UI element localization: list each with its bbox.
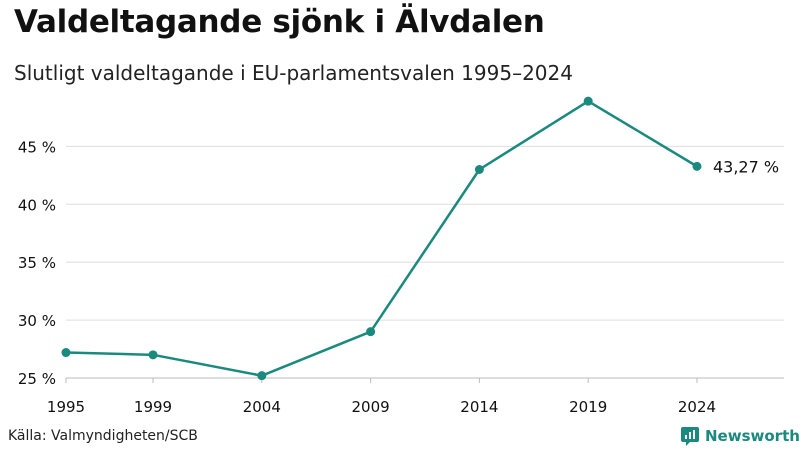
y-tick-label: 40 % bbox=[18, 196, 56, 214]
y-tick-label: 45 % bbox=[18, 138, 56, 156]
y-tick-label: 35 % bbox=[18, 254, 56, 272]
x-tick-label: 1995 bbox=[47, 398, 85, 416]
brand-name: Newsworthy bbox=[705, 427, 800, 445]
data-point bbox=[148, 350, 158, 360]
x-tick-label: 2014 bbox=[460, 398, 498, 416]
data-point bbox=[474, 165, 484, 174]
x-tick-label: 2004 bbox=[243, 398, 281, 416]
chart-title: Valdeltagande sjönk i Älvdalen bbox=[14, 4, 545, 40]
data-point bbox=[257, 371, 267, 381]
x-tick-label: 2009 bbox=[352, 398, 390, 416]
data-point bbox=[692, 161, 702, 171]
brand-logo[interactable]: Newsworthy bbox=[680, 426, 800, 446]
y-tick-label: 25 % bbox=[18, 370, 56, 388]
x-tick-label: 2024 bbox=[678, 398, 716, 416]
source-note: Källa: Valmyndigheten/SCB bbox=[8, 428, 198, 444]
value-label: 43,27 % bbox=[713, 157, 779, 176]
series-line bbox=[65, 99, 698, 377]
newsworthy-logo-icon bbox=[681, 427, 699, 446]
data-point bbox=[61, 348, 71, 358]
y-tick-label: 30 % bbox=[18, 312, 56, 330]
x-tick-label: 1999 bbox=[134, 398, 172, 416]
data-point bbox=[583, 96, 593, 106]
x-tick-label: 2019 bbox=[569, 398, 607, 416]
chart-subtitle: Slutligt valdeltagande i EU-parlamentsva… bbox=[14, 61, 573, 85]
data-point bbox=[366, 327, 376, 337]
